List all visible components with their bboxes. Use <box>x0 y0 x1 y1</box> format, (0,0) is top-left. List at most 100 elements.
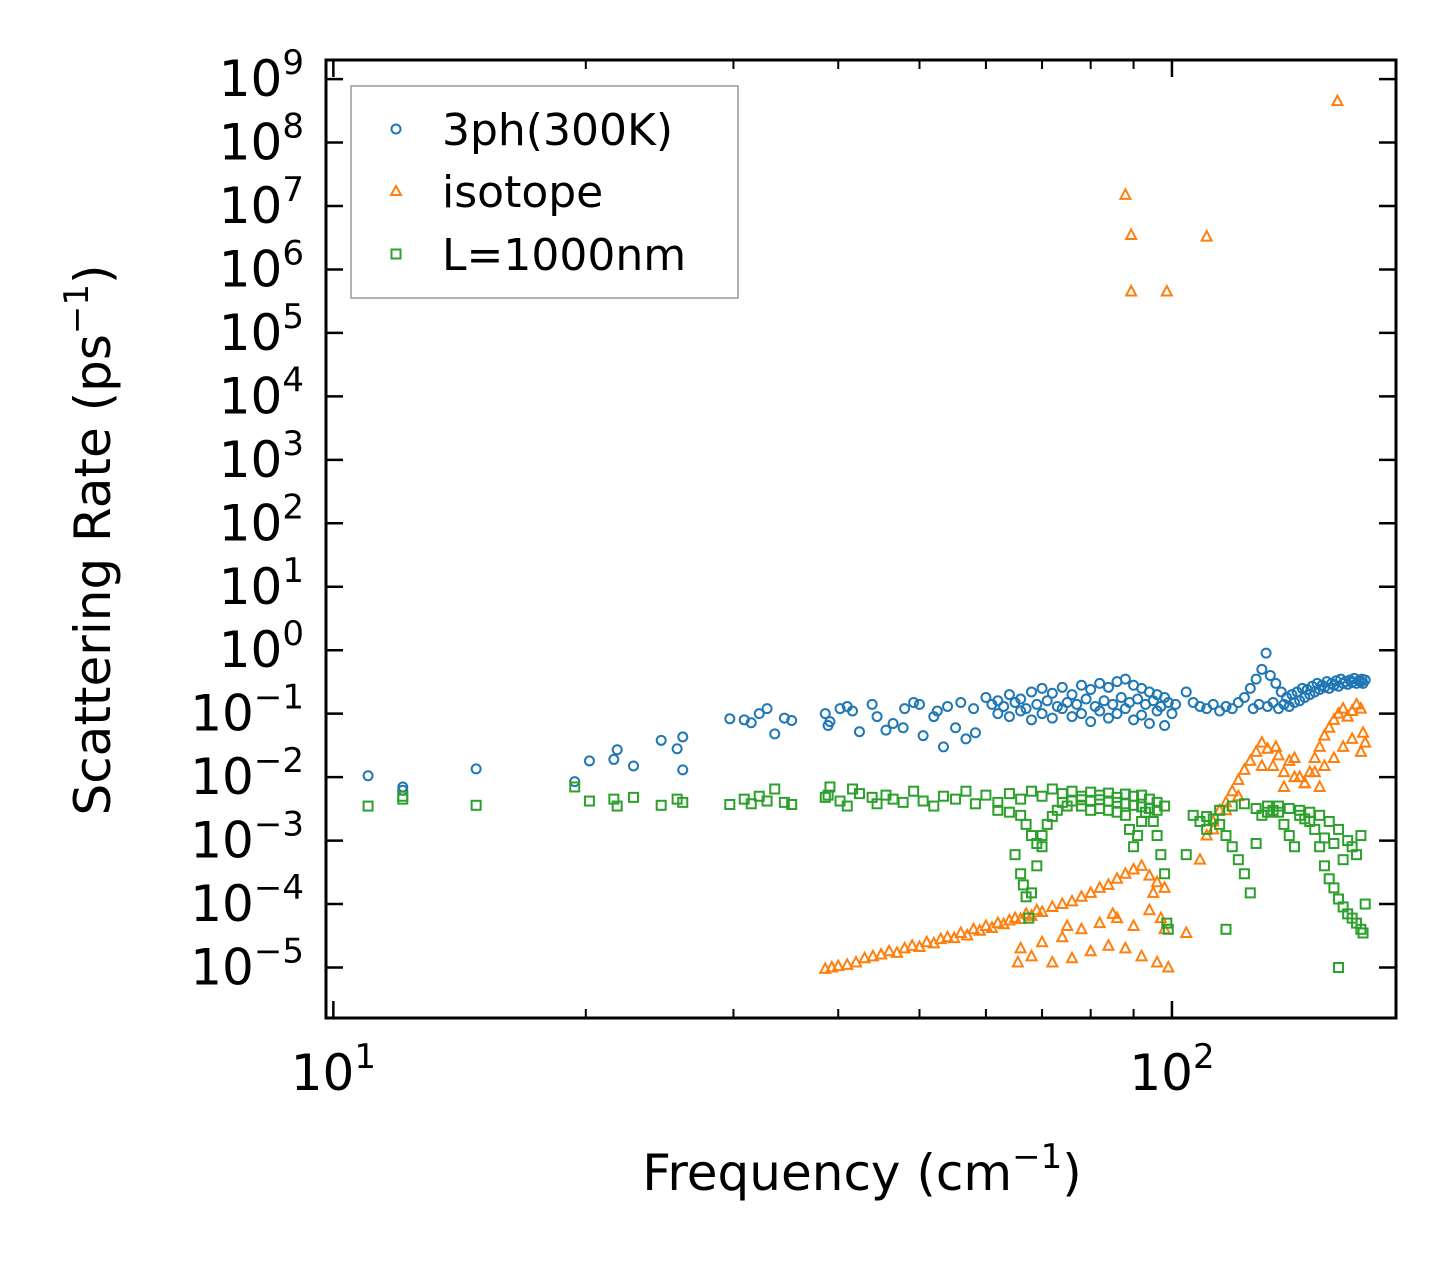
data-point <box>1093 915 1107 929</box>
data-point <box>968 703 980 715</box>
data-point <box>1250 673 1262 685</box>
data-point <box>1282 753 1296 766</box>
data-point <box>1283 830 1295 842</box>
data-point <box>1193 852 1207 865</box>
data-point <box>1317 728 1332 741</box>
data-point <box>1238 798 1250 810</box>
data-point <box>1003 711 1015 723</box>
data-point <box>1030 902 1044 916</box>
y-tick-base: 10 <box>219 114 283 172</box>
data-point <box>1260 741 1275 754</box>
data-point <box>1084 885 1098 898</box>
data-point <box>470 763 482 775</box>
data-point <box>954 925 968 938</box>
data-point <box>1025 785 1037 797</box>
x-axis-title-sup: −1 <box>1012 1137 1062 1177</box>
data-point <box>834 703 846 715</box>
data-point <box>677 731 689 743</box>
data-point <box>362 770 374 782</box>
data-point <box>942 700 954 712</box>
data-point <box>1154 910 1168 924</box>
data-point <box>1055 896 1069 910</box>
data-point <box>1162 923 1174 935</box>
data-point <box>724 799 736 811</box>
data-point <box>677 764 689 776</box>
data-point <box>871 711 883 723</box>
data-point <box>1055 929 1069 943</box>
series-1 <box>818 93 1372 974</box>
y-axis-title-sup: −1 <box>57 284 97 334</box>
data-point <box>1271 747 1286 761</box>
data-point <box>1003 788 1015 800</box>
data-point <box>1214 818 1226 830</box>
data-point <box>1035 904 1049 917</box>
data-point <box>1003 689 1015 701</box>
y-tick-exp: 5 <box>282 297 304 337</box>
data-point <box>849 954 863 968</box>
data-point <box>882 943 896 957</box>
data-point <box>1314 809 1326 821</box>
data-point <box>1025 714 1037 726</box>
data-point <box>1358 734 1372 748</box>
data-point <box>1159 868 1171 880</box>
y-tick-label: 108 <box>219 107 304 172</box>
data-point <box>1180 849 1192 861</box>
data-point <box>1308 764 1322 778</box>
data-point <box>1231 772 1246 786</box>
data-point <box>857 950 872 964</box>
data-point <box>1155 849 1167 861</box>
y-tick-base: 10 <box>190 685 254 743</box>
data-point <box>1020 703 1032 715</box>
data-point <box>1011 954 1025 968</box>
data-point <box>1359 898 1371 910</box>
y-tick-exp: 9 <box>282 43 304 83</box>
axes-layer: 101 10210−510−410−310−210−110010110210310… <box>190 43 1396 1102</box>
data-point <box>786 799 798 811</box>
y-tick-exp: 2 <box>282 487 304 527</box>
data-point <box>1134 858 1149 871</box>
data-point <box>1024 948 1039 962</box>
y-tick-exp: 3 <box>282 424 304 464</box>
data-point <box>1119 809 1131 821</box>
data-point <box>1150 874 1164 888</box>
data-point <box>1020 818 1032 830</box>
data-point <box>671 743 683 755</box>
data-point <box>1045 899 1059 912</box>
x-axis-title-main: Frequency (cm <box>642 1144 1012 1202</box>
data-point <box>979 918 993 932</box>
data-point <box>1214 804 1226 816</box>
data-point <box>1327 712 1341 725</box>
data-point <box>1354 700 1368 714</box>
y-tick-label: 102 <box>219 487 304 552</box>
data-point <box>969 727 981 739</box>
data-point <box>1098 695 1110 707</box>
data-point <box>1036 708 1048 720</box>
data-point <box>724 713 736 725</box>
series-0 <box>362 647 1371 796</box>
data-point <box>1349 696 1364 710</box>
y-axis-title-main: Scattering Rate (ps <box>64 334 122 815</box>
data-point <box>1336 739 1350 752</box>
data-point <box>960 785 972 797</box>
data-point <box>1136 801 1148 813</box>
x-tick-label: 101 <box>291 1037 376 1102</box>
data-point <box>1200 228 1214 242</box>
data-point <box>917 795 929 807</box>
data-point <box>899 703 911 715</box>
data-point <box>1264 669 1276 681</box>
y-tick-base: 10 <box>190 875 254 933</box>
data-point <box>1031 860 1043 872</box>
y-tick-exp: 7 <box>282 170 304 210</box>
data-point <box>1015 705 1027 717</box>
data-point <box>1317 758 1332 771</box>
data-point <box>1355 830 1367 842</box>
data-point <box>1025 686 1037 698</box>
data-point <box>628 760 640 772</box>
data-point <box>992 708 1004 720</box>
data-point <box>1124 823 1136 835</box>
data-point <box>969 798 981 810</box>
data-point <box>1036 682 1048 694</box>
data-point <box>1132 830 1144 842</box>
data-point <box>1226 703 1238 715</box>
y-tick-base: 10 <box>219 621 283 679</box>
